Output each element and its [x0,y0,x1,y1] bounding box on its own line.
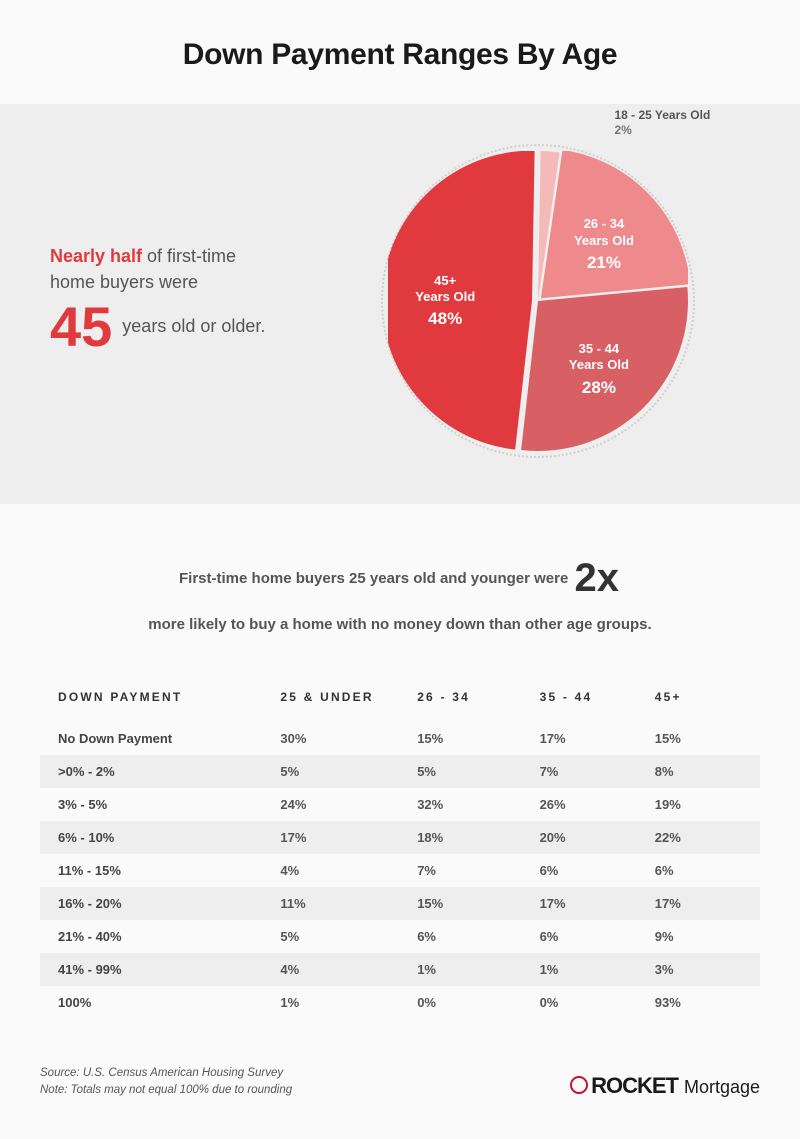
mid-line2: more likely to buy a home with no money … [148,616,651,633]
table-cell: 26% [530,788,645,821]
table-cell: 8% [645,755,760,788]
table-cell: 17% [270,821,407,854]
table-cell: 4% [270,854,407,887]
table-cell: 18% [407,821,529,854]
page-title: Down Payment Ranges By Age [0,38,800,72]
logo-sub: Mortgage [684,1077,760,1098]
mid-section: First-time home buyers 25 years old and … [0,504,800,654]
table-cell: 30% [270,722,407,755]
table-cell: 6% [530,854,645,887]
callout-line1: Nearly half of first-time home buyers we… [50,243,280,295]
table-cell: 11% - 15% [40,854,270,887]
table-cell: >0% - 2% [40,755,270,788]
mid-statement: First-time home buyers 25 years old and … [60,544,740,638]
table-cell: 24% [270,788,407,821]
table-cell: 22% [645,821,760,854]
table-cell: No Down Payment [40,722,270,755]
table-column-header: 26 - 34 [407,680,529,722]
callout-big-number: 45 [50,299,112,355]
table-row: 11% - 15%4%7%6%6% [40,854,760,887]
footer-notes: Source: U.S. Census American Housing Sur… [40,1065,292,1100]
table-cell: 3% [645,953,760,986]
table-column-header: 45+ [645,680,760,722]
table-cell: 1% [407,953,529,986]
footer-source: Source: U.S. Census American Housing Sur… [40,1065,292,1082]
table-cell: 17% [530,722,645,755]
table-column-header: 35 - 44 [530,680,645,722]
table-row: 3% - 5%24%32%26%19% [40,788,760,821]
table-cell: 6% - 10% [40,821,270,854]
table-row: 16% - 20%11%15%17%17% [40,887,760,920]
table-cell: 17% [645,887,760,920]
table-cell: 15% [407,722,529,755]
table-cell: 93% [645,986,760,1019]
table-cell: 15% [645,722,760,755]
table-row: >0% - 2%5%5%7%8% [40,755,760,788]
table-cell: 100% [40,986,270,1019]
down-payment-table: DOWN PAYMENT25 & UNDER26 - 3435 - 4445+ … [40,680,760,1019]
table-cell: 6% [407,920,529,953]
table-cell: 3% - 5% [40,788,270,821]
logo-main: ROCKET [570,1073,678,1099]
table-cell: 1% [270,986,407,1019]
table-column-header: 25 & UNDER [270,680,407,722]
table-cell: 41% - 99% [40,953,270,986]
callout-big-row: 45 years old or older. [50,299,280,355]
table-cell: 7% [530,755,645,788]
pie-svg [388,151,688,451]
table-cell: 6% [645,854,760,887]
footer: Source: U.S. Census American Housing Sur… [0,1029,800,1139]
table-cell: 16% - 20% [40,887,270,920]
callout-emph: Nearly half [50,246,142,266]
mid-line1a: First-time home buyers 25 years old and … [179,570,572,587]
pie-section: Nearly half of first-time home buyers we… [0,104,800,504]
pie-chart: 18 - 25 Years Old2%26 - 34Years Old21%35… [308,134,750,464]
mid-huge: 2x [572,556,621,600]
table-section: DOWN PAYMENT25 & UNDER26 - 3435 - 4445+ … [0,654,800,1029]
pie-slice-external-label: 18 - 25 Years Old2% [614,108,710,139]
table-row: 41% - 99%4%1%1%3% [40,953,760,986]
header: Down Payment Ranges By Age [0,0,800,104]
table-cell: 1% [530,953,645,986]
pie-slice [521,287,688,451]
table-row: 6% - 10%17%18%20%22% [40,821,760,854]
pie-slice [388,151,535,450]
table-cell: 15% [407,887,529,920]
table-cell: 4% [270,953,407,986]
table-cell: 5% [270,920,407,953]
infographic-page: Down Payment Ranges By Age Nearly half o… [0,0,800,1139]
table-cell: 19% [645,788,760,821]
table-row: 21% - 40%5%6%6%9% [40,920,760,953]
callout-text: Nearly half of first-time home buyers we… [50,243,280,355]
rocket-mortgage-logo: ROCKET Mortgage [570,1073,760,1099]
table-cell: 21% - 40% [40,920,270,953]
table-cell: 6% [530,920,645,953]
footer-note: Note: Totals may not equal 100% due to r… [40,1082,292,1099]
table-cell: 9% [645,920,760,953]
pie-slice [541,151,688,298]
table-cell: 11% [270,887,407,920]
table-row: No Down Payment30%15%17%15% [40,722,760,755]
table-column-header: DOWN PAYMENT [40,680,270,722]
table-cell: 7% [407,854,529,887]
table-cell: 5% [270,755,407,788]
table-cell: 0% [407,986,529,1019]
table-row: 100%1%0%0%93% [40,986,760,1019]
table-cell: 17% [530,887,645,920]
callout-big-text: years old or older. [122,316,265,338]
table-header-row: DOWN PAYMENT25 & UNDER26 - 3435 - 4445+ [40,680,760,722]
table-cell: 0% [530,986,645,1019]
table-cell: 20% [530,821,645,854]
table-cell: 5% [407,755,529,788]
table-cell: 32% [407,788,529,821]
